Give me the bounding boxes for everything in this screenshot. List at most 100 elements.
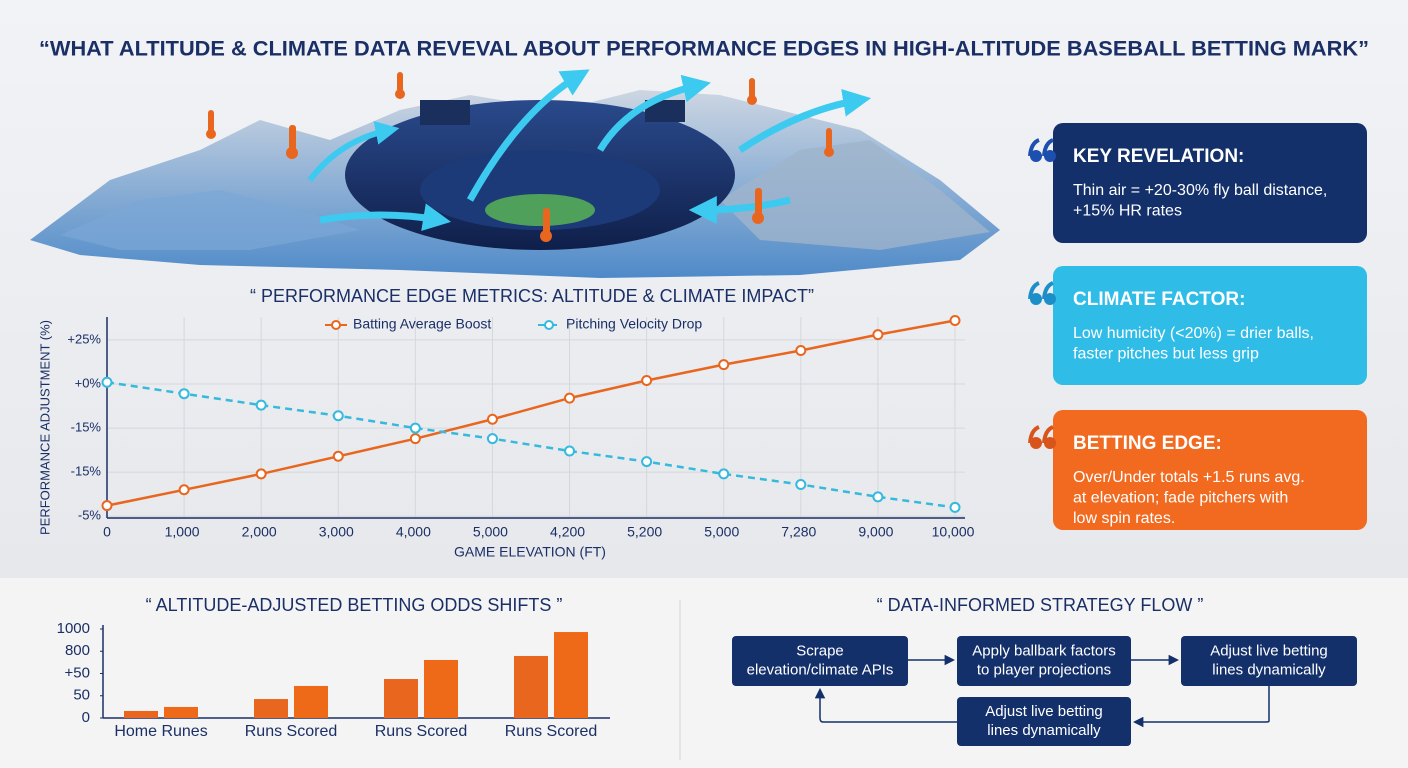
card (1053, 123, 1367, 243)
flow-node-text: Adjust live betting (1210, 642, 1328, 659)
y-tick-label: +50 (65, 664, 90, 681)
y-tick-label: 1000 (57, 620, 90, 637)
flow-node (957, 697, 1131, 746)
bar (514, 655, 548, 718)
x-tick-label: Runs Scored (505, 723, 598, 740)
quote-icon (1042, 425, 1054, 444)
card-text: at elevation; fade pitchers with (1073, 490, 1288, 507)
y-tick-label: 800 (65, 642, 90, 659)
data-point (641, 374, 653, 386)
x-tick-label: Runs Scored (375, 723, 468, 740)
x-tick-label: 4,000 (396, 524, 431, 540)
y-tick-label: -15% (71, 420, 102, 435)
data-point (255, 468, 267, 480)
flow-arrow (1132, 686, 1270, 728)
x-tick-label: 5,000 (473, 524, 508, 540)
legend-label: Batting Average Boost (353, 316, 491, 332)
bar (124, 710, 158, 718)
card-text: +15% HR rates (1073, 203, 1182, 220)
y-tick-label: 0 (82, 709, 90, 726)
quote-icon (1028, 425, 1040, 444)
card-heading: BETTING EDGE: (1073, 433, 1222, 454)
data-point (872, 491, 884, 503)
y-tick-label: +25% (67, 331, 101, 346)
data-point (949, 501, 961, 513)
main-title: “WHAT ALTITUDE & CLIMATE DATA REVEVAL AB… (39, 38, 1369, 61)
x-tick-label: 0 (103, 524, 111, 540)
x-axis-label: GAME ELEVATION (FT) (454, 544, 606, 560)
quote-icon (1042, 138, 1054, 157)
y-tick-label: +0% (75, 375, 102, 390)
data-point (101, 376, 113, 388)
data-point (949, 315, 961, 327)
data-point (178, 388, 190, 400)
series-line (106, 381, 956, 509)
card-text: low spin rates. (1073, 510, 1175, 527)
data-point (795, 345, 807, 356)
data-point (101, 500, 113, 512)
card-heading: KEY REVELATION: (1073, 146, 1244, 167)
flow-arrow (814, 687, 957, 723)
data-point (718, 468, 730, 480)
legend-swatch (544, 320, 554, 330)
data-point (564, 392, 576, 404)
bar (424, 659, 458, 718)
card-text: Low humicity (<20%) = drier balls, (1073, 325, 1314, 342)
data-point (486, 413, 498, 425)
quote-icon (1044, 293, 1056, 305)
quote-icon (1044, 150, 1056, 162)
series-line (106, 319, 956, 507)
x-tick-label: 10,000 (932, 524, 975, 540)
flow-node-text: Apply ballbark factors (972, 642, 1115, 659)
x-tick-label: 1,000 (165, 524, 200, 540)
data-point (564, 445, 576, 457)
x-tick-label: 7,280 (781, 524, 816, 540)
chart-title: “ ALTITUDE-ADJUSTED BETTING ODDS SHIFTS … (146, 595, 563, 615)
data-point (718, 359, 730, 371)
data-point (409, 422, 421, 434)
flow-node-text: to player projections (977, 661, 1111, 678)
flow-node (957, 636, 1131, 686)
flow-node-text: elevation/climate APIs (747, 661, 894, 678)
data-point (486, 433, 498, 445)
flow-node-text: Scrape (796, 642, 844, 659)
y-axis-label: PERFORMANCE ADJUSTMENT (%) (37, 320, 52, 535)
quote-icon (1030, 437, 1042, 449)
data-point (641, 456, 653, 468)
x-tick-label: 5,000 (704, 524, 739, 540)
quote-icon (1028, 281, 1040, 300)
flow-node-text: Adjust live betting (985, 703, 1103, 720)
data-point (409, 433, 421, 445)
legend-label: Pitching Velocity Drop (566, 316, 702, 332)
x-tick-label: 4,200 (550, 524, 585, 540)
bar (254, 699, 288, 718)
data-point (795, 479, 807, 490)
data-point (332, 410, 344, 422)
quote-icon (1030, 293, 1042, 305)
data-point (178, 484, 190, 496)
flow-title: “ DATA-INFORMED STRATEGY FLOW ” (877, 595, 1204, 615)
quote-icon (1030, 150, 1042, 162)
x-tick-label: 2,000 (242, 524, 277, 540)
card-text: faster pitches but less grip (1073, 346, 1259, 363)
data-point (332, 450, 344, 462)
chart-title: “ PERFORMANCE EDGE METRICS: ALTITUDE & C… (250, 286, 814, 306)
y-tick-label: 50 (73, 687, 90, 704)
y-tick-label: -5% (78, 508, 102, 523)
card (1053, 410, 1367, 530)
bar (164, 706, 198, 718)
card-text: Over/Under totals +1.5 runs avg. (1073, 469, 1305, 486)
data-point (872, 329, 884, 341)
flow-node-text: lines dynamically (1212, 661, 1326, 678)
legend-swatch (331, 320, 341, 330)
x-tick-label: Runs Scored (245, 723, 338, 740)
quote-icon (1042, 281, 1054, 300)
y-tick-label: -15% (71, 464, 102, 479)
flow-node-text: lines dynamically (987, 722, 1101, 739)
card-heading: CLIMATE FACTOR: (1073, 289, 1245, 310)
card (1053, 266, 1367, 385)
x-tick-label: Home Runes (114, 723, 207, 740)
bar (384, 679, 418, 718)
